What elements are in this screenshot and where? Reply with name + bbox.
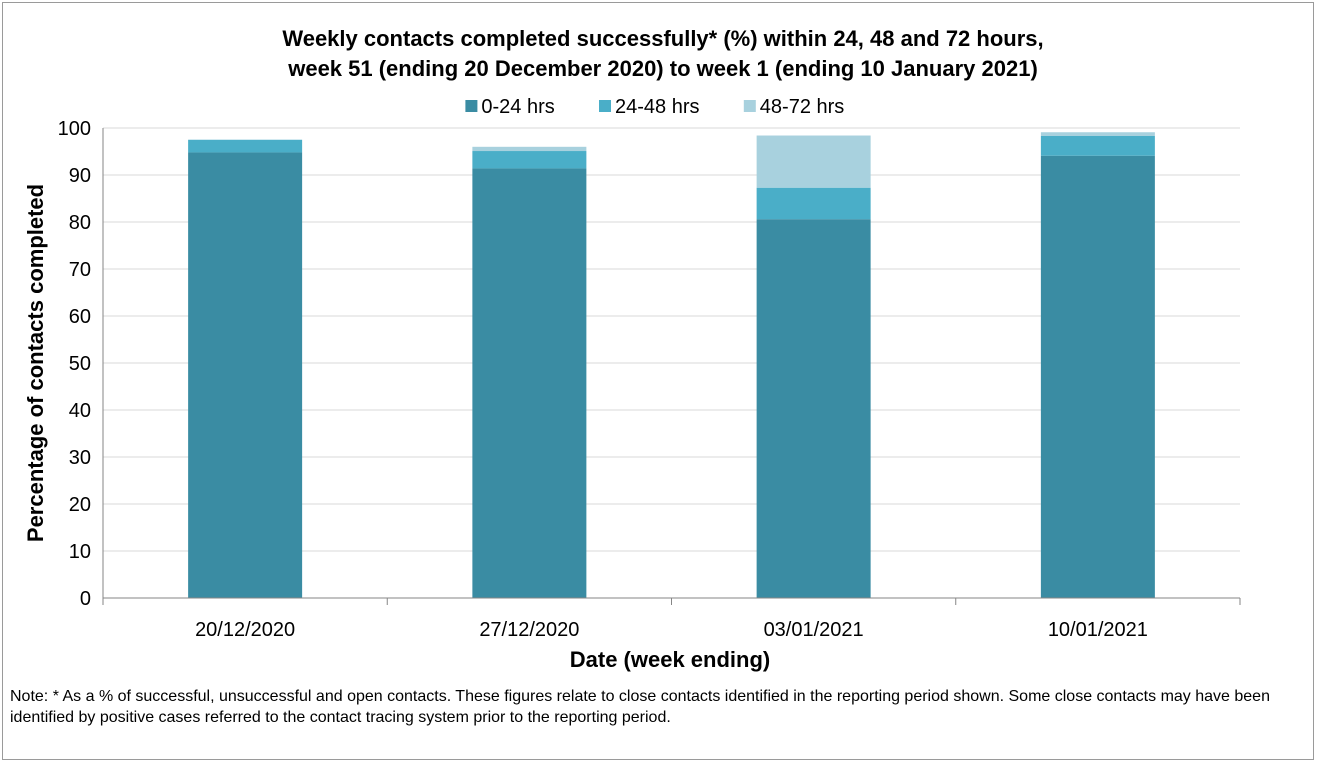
- bar-segment: [1040, 155, 1155, 599]
- bar-segment: [472, 151, 587, 169]
- legend-label: 48-72 hrs: [760, 96, 845, 118]
- bar-segment: [472, 146, 587, 152]
- x-tick-label: 27/12/2020: [479, 619, 579, 641]
- x-tick-labels: 20/12/2020 27/12/2020 03/01/2021 10/01/2021: [195, 619, 1148, 641]
- y-tick-label: 20: [69, 494, 91, 516]
- y-tick-label: 70: [69, 259, 91, 281]
- legend-swatch: [465, 100, 478, 112]
- bar-segment: [1040, 132, 1155, 136]
- y-tick-label: 90: [69, 165, 91, 187]
- legend-swatch: [599, 100, 611, 112]
- chart-title-line-2: week 51 (ending 20 December 2020) to wee…: [287, 56, 1038, 81]
- chart-title: Weekly contacts completed successfully* …: [282, 26, 1043, 81]
- bar-segment: [756, 135, 871, 188]
- legend: 0-24 hrs 24-48 hrs 48-72 hrs: [465, 96, 844, 118]
- legend-label: 24-48 hrs: [615, 96, 700, 118]
- y-tick-label: 0: [80, 588, 91, 610]
- legend-label: 0-24 hrs: [481, 96, 554, 118]
- x-tick-label: 03/01/2021: [764, 619, 864, 641]
- legend-swatch: [743, 100, 756, 112]
- bar-segment: [1040, 135, 1155, 156]
- bars: [188, 132, 1155, 599]
- bar-segment: [188, 152, 303, 598]
- y-tick-label: 60: [69, 306, 91, 328]
- bar-segment: [756, 187, 871, 220]
- axes: [102, 128, 1241, 605]
- x-axis-title: Date (week ending): [570, 647, 770, 672]
- bar-segment: [756, 219, 871, 598]
- y-tick-labels: 0 10 20 30 40 50 60 70 80 90 100: [58, 118, 91, 610]
- y-tick-label: 80: [69, 212, 91, 234]
- y-tick-label: 50: [69, 353, 91, 375]
- y-tick-label: 40: [69, 400, 91, 422]
- x-tick-label: 20/12/2020: [195, 619, 295, 641]
- y-tick-label: 10: [69, 541, 91, 563]
- y-axis-title: Percentage of contacts completed: [23, 184, 48, 542]
- y-tick-label: 30: [69, 447, 91, 469]
- bar-segment: [188, 139, 303, 153]
- chart-title-line-1: Weekly contacts completed successfully* …: [282, 26, 1043, 51]
- chart-note: Note: * As a % of successful, unsuccessf…: [10, 688, 1270, 726]
- y-tick-label: 100: [58, 118, 91, 140]
- bar-segment: [472, 168, 587, 599]
- x-tick-label: 10/01/2021: [1048, 619, 1148, 641]
